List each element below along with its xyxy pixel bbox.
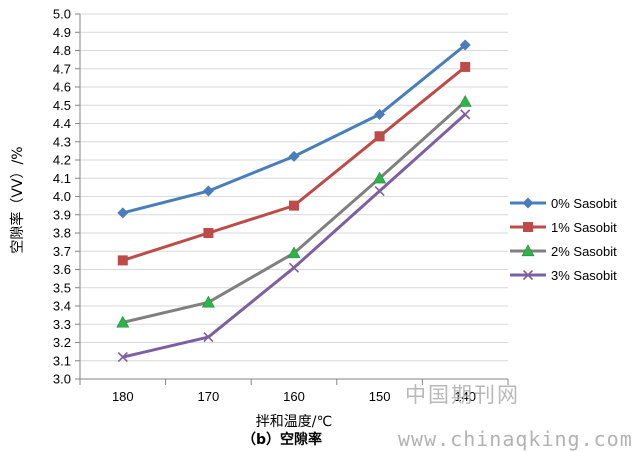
square-marker [523,222,533,232]
y-axis-ticks: 3.0 3.1 3.2 3.3 3.4 3.5 3.6 3.7 3.8 3.9 4.0 4.1 4.2 4… [53,7,71,387]
data-point [374,131,385,142]
y-tick-label: 4.0 [53,189,71,204]
x-tick-label: 160 [283,389,305,404]
data-point [288,150,300,162]
square-marker [460,61,471,72]
x-tick-label: 150 [369,389,391,404]
x-marker [203,331,214,343]
y-tick-label: 3.3 [53,317,71,332]
y-tick-label: 4.5 [53,98,71,113]
square-marker [203,228,214,238]
y-axis-title: 空隙率（VV）/% [9,146,26,253]
data-point [203,228,214,238]
series-group [116,39,472,363]
diamond-marker [202,185,214,197]
series-2 [116,94,472,328]
square-marker [117,255,128,266]
series-line [122,113,467,359]
data-point [460,109,471,120]
data-point [203,331,214,343]
triangle-marker [201,295,215,308]
x-tick-label: 170 [198,389,220,404]
x-marker [288,262,300,273]
legend-label: 3% Sasobit [551,268,617,283]
square-marker [374,131,385,142]
triangle-marker [458,94,472,107]
square-marker [289,200,299,211]
x-marker [522,269,534,281]
y-tick-label: 4.4 [53,116,71,131]
x-tick-label: 140 [454,389,476,404]
legend-item: 0% Sasobit [510,196,617,211]
diamond-marker [522,197,534,209]
y-tick-label: 4.9 [53,25,71,40]
x-marker [117,352,128,363]
data-point [287,246,301,259]
y-tick-label: 3.1 [53,353,71,368]
y-tick-label: 4.1 [53,171,71,186]
data-point [117,352,128,363]
legend-label: 1% Sasobit [551,220,617,235]
triangle-marker [116,315,130,328]
y-tick-label: 3.9 [53,207,71,222]
y-tick-label: 3.7 [53,244,71,259]
y-tick-label: 3.4 [53,299,71,314]
triangle-marker [373,171,387,184]
data-point [201,295,215,308]
chart-caption: （b）空隙率 [242,431,322,448]
data-point [374,185,385,197]
data-point [288,262,300,273]
series-line [122,43,467,215]
diamond-marker [374,108,386,120]
diamond-marker [288,150,300,162]
legend-label: 0% Sasobit [551,196,617,211]
data-point [117,255,128,266]
y-tick-label: 3.5 [53,280,71,295]
series-line [122,100,467,324]
y-tick-label: 5.0 [53,7,71,22]
legend-item: 1% Sasobit [510,220,617,235]
grid-lines [75,13,509,385]
y-tick-label: 3.6 [53,262,71,277]
data-point [116,315,130,328]
data-point [117,207,129,219]
legend-item: 3% Sasobit [510,268,617,283]
x-marker [374,185,385,197]
legend-label: 2% Sasobit [551,244,617,259]
data-point [459,39,471,51]
triangle-marker [521,244,535,257]
series-0 [117,39,471,219]
y-tick-label: 3.0 [53,372,71,387]
series-3 [117,109,471,363]
y-tick-label: 4.8 [53,43,71,58]
series-line [122,65,467,262]
diamond-marker [117,207,129,219]
data-point [374,108,386,120]
watermark-site-name: 中国期刊网 [405,383,520,407]
y-tick-label: 4.6 [53,80,71,95]
y-tick-label: 3.8 [53,226,71,241]
y-tick-label: 4.7 [53,61,71,76]
data-point [289,200,299,211]
x-axis-ticks: 180 170 160 150 140 [112,389,476,404]
x-axis-title: 拌和温度/℃ [256,414,332,430]
watermark-url: www.chinaqking.com [398,427,633,451]
series-1 [117,61,471,266]
y-tick-label: 4.3 [53,134,71,149]
data-point [202,185,214,197]
legend-item: 2% Sasobit [510,244,617,259]
y-tick-label: 4.2 [53,153,71,168]
x-tick-label: 180 [112,389,134,404]
x-marker [460,109,471,120]
data-point [458,94,472,107]
y-tick-label: 3.2 [53,335,71,350]
data-point [373,171,387,184]
diamond-marker [459,39,471,51]
triangle-marker [287,246,301,259]
data-point [460,61,471,72]
legend: 0% Sasobit 1% Sasobit 2% Sasobit 3% Sasobit [510,196,617,283]
